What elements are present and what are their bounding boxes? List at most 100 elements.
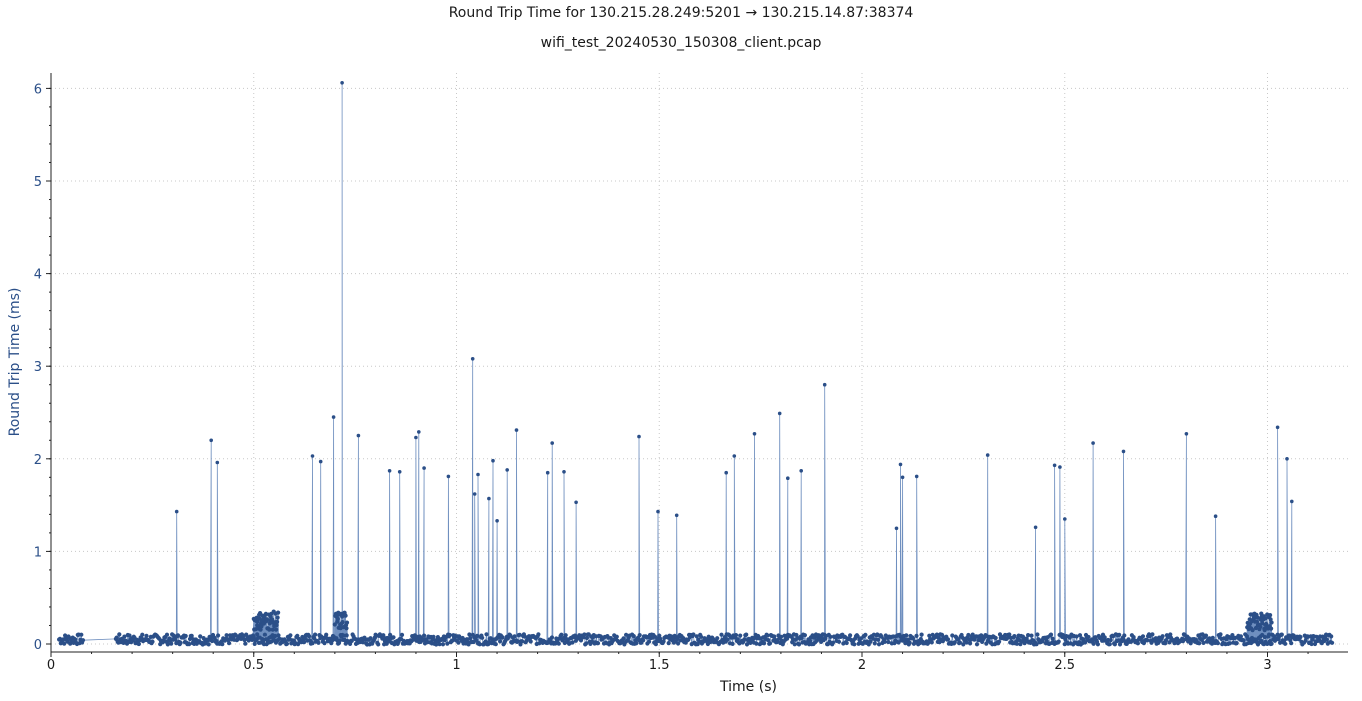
data-point — [468, 636, 473, 641]
data-point — [766, 638, 771, 643]
data-point — [621, 636, 626, 641]
data-point — [1056, 639, 1061, 644]
data-point — [380, 636, 385, 641]
data-point — [270, 617, 275, 622]
data-point — [1050, 636, 1055, 641]
data-point — [961, 642, 966, 647]
data-point — [258, 627, 263, 632]
data-point — [1083, 640, 1088, 645]
data-point — [391, 635, 396, 640]
spike-point — [752, 432, 757, 436]
data-point — [754, 641, 759, 646]
data-point — [262, 632, 267, 637]
data-point — [210, 638, 215, 644]
data-point — [122, 634, 127, 639]
spike-point — [331, 415, 336, 419]
data-point — [344, 626, 349, 631]
data-point — [528, 639, 533, 644]
data-point — [584, 641, 589, 646]
data-point — [830, 640, 836, 645]
data-point — [1298, 634, 1303, 640]
data-point — [844, 640, 849, 646]
data-point — [772, 634, 777, 639]
data-point — [762, 641, 767, 646]
spike-point — [786, 476, 790, 481]
data-point — [730, 641, 735, 647]
data-point — [1218, 632, 1223, 637]
data-point — [224, 633, 229, 638]
data-point — [189, 633, 194, 639]
x-tick-label: 0 — [47, 658, 55, 673]
data-point — [343, 613, 348, 618]
spike-point — [414, 435, 418, 440]
data-point — [175, 633, 181, 638]
data-point — [480, 635, 485, 640]
data-point — [1048, 632, 1054, 637]
x-tick-label: 2.5 — [1054, 658, 1075, 673]
data-point — [183, 633, 188, 639]
data-point — [274, 623, 279, 628]
data-point — [512, 634, 517, 639]
data-point — [614, 634, 619, 639]
data-point — [467, 632, 472, 637]
spike-point — [1058, 465, 1062, 469]
data-point — [868, 639, 873, 644]
axes: 0 1 2 3 4 5 6 0 0.5 1 1.5 2 2.5 3 Time (s) Round Trip T… — [7, 73, 1348, 695]
spike-point — [1275, 425, 1280, 430]
data-point — [173, 637, 178, 642]
data-point — [956, 637, 961, 642]
data-point — [1283, 641, 1288, 646]
data-point — [1167, 640, 1172, 645]
data-point — [1241, 638, 1246, 643]
spike-point — [674, 513, 679, 518]
spike-point — [356, 433, 361, 438]
data-point — [445, 641, 450, 646]
data-point — [244, 632, 249, 637]
spike-point — [898, 462, 903, 467]
data-point — [694, 634, 699, 639]
y-tick-label: 0 — [34, 638, 42, 653]
data-point — [742, 637, 747, 642]
data-point — [349, 638, 354, 644]
x-axis-title: Time (s) — [719, 679, 777, 695]
data-point — [518, 642, 523, 647]
data-point — [1091, 641, 1096, 646]
data-point — [802, 633, 808, 638]
data-point — [1265, 641, 1270, 647]
data-point — [1131, 635, 1136, 640]
data-point — [273, 633, 278, 639]
spike-point — [985, 453, 990, 457]
data-point — [997, 639, 1002, 644]
data-point — [251, 635, 256, 640]
data-point — [1150, 632, 1155, 637]
data-point — [647, 639, 652, 644]
data-point — [1330, 640, 1335, 645]
y-tick-label: 6 — [34, 82, 42, 97]
data-point — [738, 633, 743, 638]
data-point — [1279, 632, 1284, 637]
x-tick-label: 0.5 — [243, 658, 264, 673]
data-point — [676, 641, 681, 646]
data-point — [911, 636, 916, 641]
data-point — [641, 638, 646, 643]
spike-point — [724, 470, 728, 475]
data-point — [1026, 633, 1031, 638]
data-point — [1203, 633, 1209, 638]
spike-point — [174, 509, 179, 514]
spike-point — [472, 492, 477, 496]
data-point — [1007, 632, 1012, 637]
data-point — [1262, 628, 1267, 633]
data-point — [1215, 641, 1220, 646]
data-point — [1029, 633, 1034, 638]
data-point — [964, 640, 969, 645]
data-point — [1269, 641, 1274, 646]
data-point — [477, 642, 482, 647]
data-point — [243, 641, 248, 646]
data-point — [725, 637, 730, 642]
data-point — [582, 632, 587, 637]
spike-point — [550, 441, 554, 445]
data-point — [974, 642, 980, 647]
data-point — [624, 632, 629, 637]
data-point — [1269, 620, 1274, 625]
